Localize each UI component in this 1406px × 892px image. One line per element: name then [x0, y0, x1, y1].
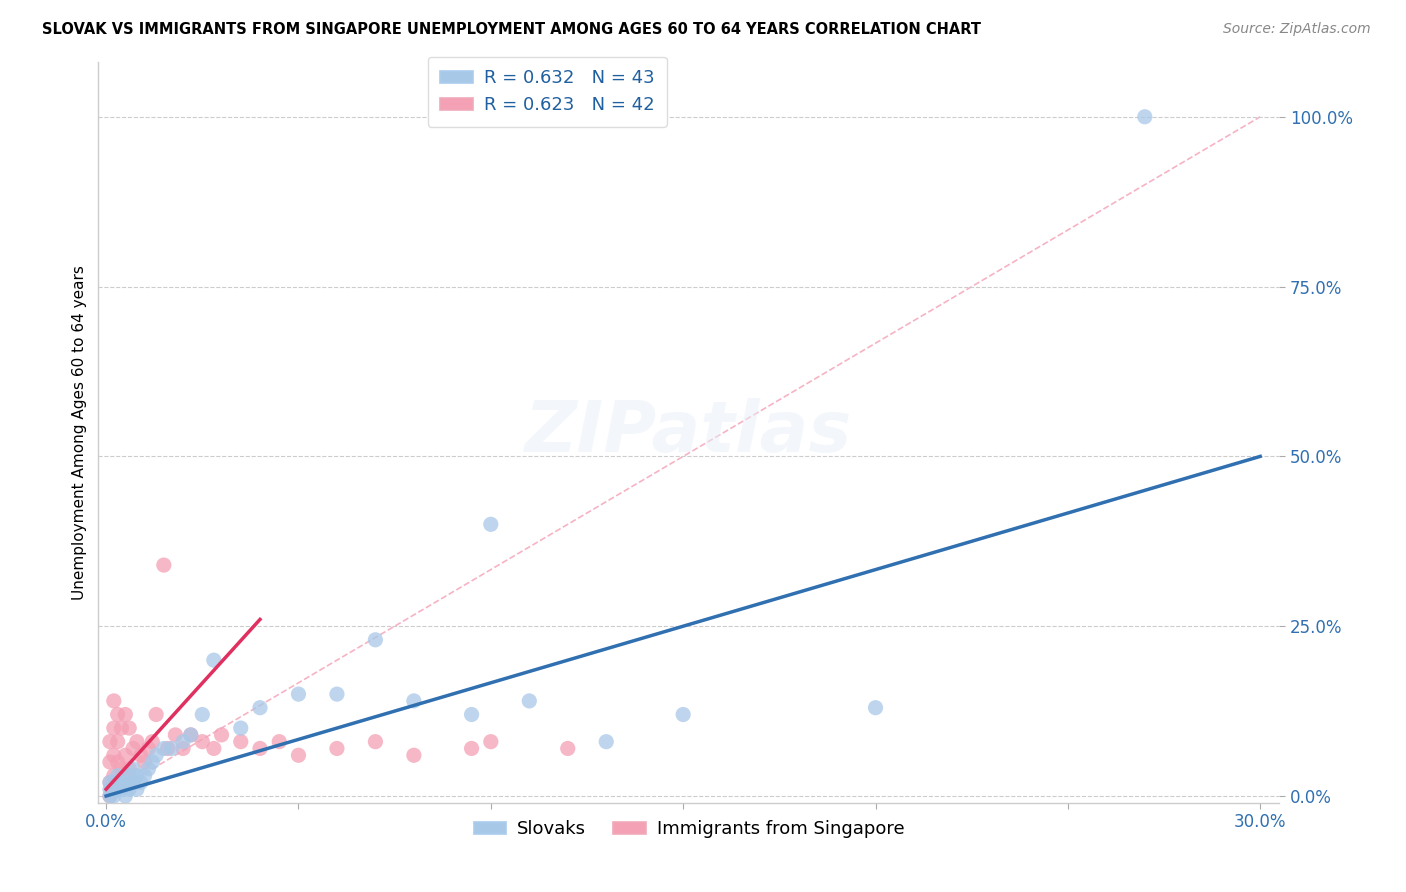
Point — [107, 734, 129, 748]
Point — [103, 721, 125, 735]
Point — [326, 741, 349, 756]
Point — [118, 762, 141, 776]
Point — [122, 762, 145, 776]
Point — [364, 632, 387, 647]
Point — [98, 775, 121, 789]
Point — [138, 762, 160, 776]
Point — [145, 707, 167, 722]
Point — [122, 775, 145, 789]
Point — [460, 741, 482, 756]
Point — [98, 789, 121, 803]
Point — [1133, 110, 1156, 124]
Point — [326, 687, 349, 701]
Point — [153, 741, 176, 756]
Point — [114, 707, 136, 722]
Point — [557, 741, 579, 756]
Point — [172, 741, 194, 756]
Point — [156, 741, 179, 756]
Point — [118, 769, 141, 783]
Point — [191, 707, 214, 722]
Point — [180, 728, 202, 742]
Point — [672, 707, 695, 722]
Point — [160, 741, 183, 756]
Point — [479, 734, 502, 748]
Point — [172, 734, 194, 748]
Point — [145, 748, 167, 763]
Point — [229, 734, 252, 748]
Point — [107, 775, 129, 789]
Point — [103, 789, 125, 803]
Point — [129, 748, 152, 763]
Point — [110, 721, 132, 735]
Point — [103, 775, 125, 789]
Point — [460, 707, 482, 722]
Point — [229, 721, 252, 735]
Point — [479, 517, 502, 532]
Point — [202, 741, 225, 756]
Point — [141, 755, 163, 769]
Point — [125, 782, 148, 797]
Point — [110, 782, 132, 797]
Point — [114, 748, 136, 763]
Point — [103, 769, 125, 783]
Point — [122, 741, 145, 756]
Point — [107, 769, 129, 783]
Point — [249, 741, 271, 756]
Point — [107, 782, 129, 797]
Point — [114, 789, 136, 803]
Point — [118, 782, 141, 797]
Point — [402, 748, 425, 763]
Point — [517, 694, 540, 708]
Point — [103, 694, 125, 708]
Text: SLOVAK VS IMMIGRANTS FROM SINGAPORE UNEMPLOYMENT AMONG AGES 60 TO 64 YEARS CORRE: SLOVAK VS IMMIGRANTS FROM SINGAPORE UNEM… — [42, 22, 981, 37]
Point — [103, 748, 125, 763]
Y-axis label: Unemployment Among Ages 60 to 64 years: Unemployment Among Ages 60 to 64 years — [72, 265, 87, 600]
Point — [107, 755, 129, 769]
Point — [110, 775, 132, 789]
Point — [287, 748, 309, 763]
Text: Source: ZipAtlas.com: Source: ZipAtlas.com — [1223, 22, 1371, 37]
Point — [114, 775, 136, 789]
Point — [180, 728, 202, 742]
Point — [125, 769, 148, 783]
Point — [287, 687, 309, 701]
Point — [98, 782, 121, 797]
Point — [98, 755, 121, 769]
Point — [110, 762, 132, 776]
Point — [134, 755, 156, 769]
Legend: Slovaks, Immigrants from Singapore: Slovaks, Immigrants from Singapore — [467, 814, 911, 846]
Point — [98, 775, 121, 789]
Point — [98, 734, 121, 748]
Point — [138, 741, 160, 756]
Point — [165, 728, 187, 742]
Point — [202, 653, 225, 667]
Point — [211, 728, 233, 742]
Point — [249, 700, 271, 714]
Point — [191, 734, 214, 748]
Point — [129, 775, 152, 789]
Text: ZIPatlas: ZIPatlas — [526, 398, 852, 467]
Point — [107, 707, 129, 722]
Point — [269, 734, 291, 748]
Point — [98, 789, 121, 803]
Point — [595, 734, 617, 748]
Point — [103, 782, 125, 797]
Point — [865, 700, 887, 714]
Point — [118, 721, 141, 735]
Point — [125, 734, 148, 748]
Point — [134, 769, 156, 783]
Point — [402, 694, 425, 708]
Point — [153, 558, 176, 572]
Point — [364, 734, 387, 748]
Point — [141, 734, 163, 748]
